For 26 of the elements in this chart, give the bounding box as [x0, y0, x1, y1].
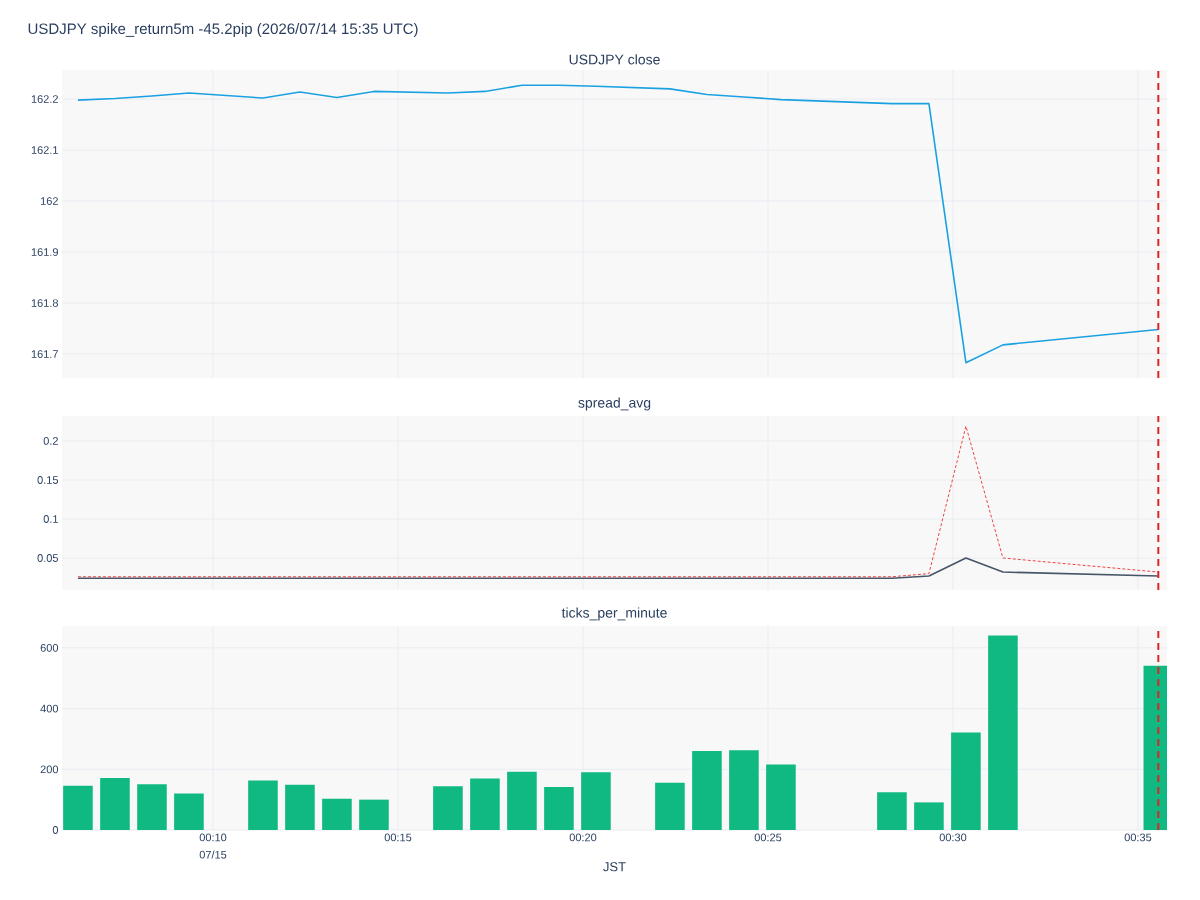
y-tick-label: 161.9 [31, 248, 58, 256]
y-tick-label: 400 [40, 704, 59, 713]
x-tick-label: 00:35 [1124, 833, 1152, 842]
chart-title: ticks_per_minute [561, 607, 667, 621]
y-tick-label: 0.15 [37, 476, 59, 484]
y-tick-label: 0.2 [43, 437, 58, 445]
x-tick-label: 00:10 [199, 833, 227, 842]
x-axis-title: JST [603, 862, 626, 872]
y-tick-label: 0.05 [37, 554, 59, 562]
chart-title: USDJPY spike_return5m -45.2pip (2026/07/14 15:35 UTC) [28, 23, 418, 37]
y-tick-label: 161.8 [31, 299, 59, 307]
y-tick-label: 200 [40, 765, 59, 774]
x-tick-label: 00:20 [569, 833, 597, 842]
y-tick-label: 162.2 [31, 95, 58, 103]
x-tick-label: 00:25 [754, 833, 782, 842]
y-tick-label: 162 [40, 197, 58, 205]
y-tick-label: 0.1 [43, 515, 58, 523]
y-tick-label: 0 [52, 826, 59, 834]
chart-title: spread_avg [578, 397, 651, 411]
y-tick-label: 161.7 [31, 350, 58, 358]
x-tick-label: 00:15 [384, 833, 412, 842]
y-tick-label: 162.1 [31, 146, 58, 154]
text: 07/15 [199, 850, 227, 859]
chart-subtitle: USDJPY close [569, 54, 660, 65]
y-tick-label: 600 [40, 643, 59, 652]
x-tick-label: 00:30 [939, 833, 967, 842]
